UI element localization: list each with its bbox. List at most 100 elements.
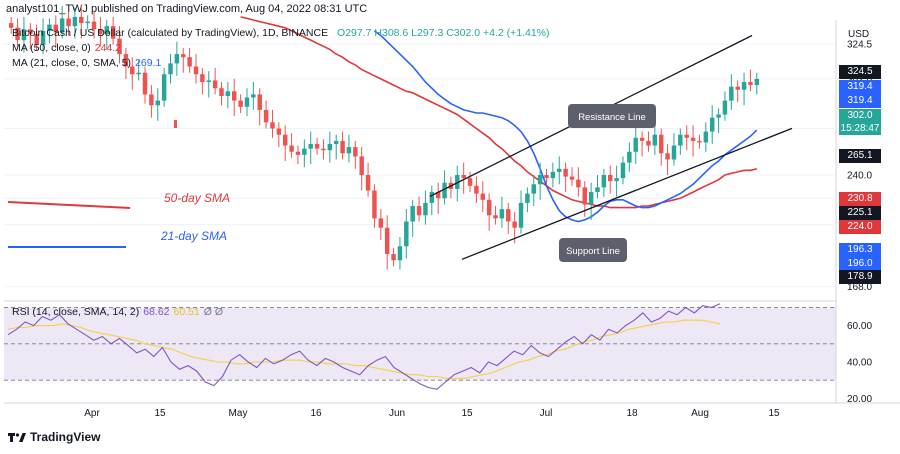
- candle-body: [270, 122, 275, 129]
- candle-body: [410, 206, 415, 222]
- ma21-line: [373, 30, 758, 223]
- candle-body: [697, 140, 702, 143]
- candle-body: [238, 100, 243, 107]
- ma50-line: [240, 16, 757, 209]
- candle-body: [608, 175, 613, 182]
- candle-body: [544, 175, 549, 179]
- candle-body: [467, 178, 473, 186]
- candle-body: [652, 134, 658, 146]
- candle-body: [98, 29, 103, 34]
- candle-body: [327, 144, 333, 151]
- stray-marker: [174, 120, 177, 128]
- candle-body: [416, 206, 422, 216]
- candle-body: [614, 178, 619, 182]
- candle-body: [219, 88, 224, 96]
- price-tag: 319.4: [839, 94, 881, 108]
- tradingview-brand: TradingView: [30, 430, 101, 444]
- candle-body: [359, 156, 364, 175]
- candle-body: [735, 86, 740, 90]
- candle-body: [123, 54, 129, 67]
- price-tag: 225.1: [839, 206, 881, 220]
- price-tag: 265.1: [839, 149, 881, 163]
- time-axis-tick: 15: [768, 408, 780, 419]
- candle-body: [28, 29, 33, 34]
- rsi-sma-line: [7, 319, 721, 379]
- price-tag: 319.4: [839, 80, 881, 94]
- candle-body: [690, 137, 696, 141]
- candle-body: [741, 82, 747, 90]
- candle-body: [506, 209, 511, 222]
- publisher-header: analyst101_TWJ published on TradingView.…: [6, 3, 368, 15]
- candle-body: [200, 74, 205, 82]
- resistance-label: Resistance Line: [578, 112, 646, 123]
- candle-body: [161, 74, 167, 101]
- candle-body: [531, 184, 536, 194]
- candle-body: [59, 18, 65, 33]
- tradingview-footer[interactable]: TradingView: [8, 430, 100, 444]
- candle-body: [333, 140, 339, 144]
- candle-body: [588, 192, 594, 205]
- candle-body: [79, 16, 84, 24]
- time-axis-tick: Jun: [389, 408, 405, 419]
- candle-body: [251, 94, 256, 98]
- candle-body: [601, 175, 607, 188]
- symbol-legend: Bitcoin Cash / US Dollar (calculated by …: [12, 27, 550, 39]
- rsi-axis-tick: 60.00: [847, 321, 872, 332]
- candle-body: [232, 91, 237, 101]
- candle-body: [748, 82, 753, 86]
- candle-body: [557, 168, 562, 172]
- candle-body: [499, 209, 505, 219]
- candle-body: [703, 131, 709, 143]
- time-axis-tick: 18: [626, 408, 638, 419]
- candle-body: [384, 227, 390, 255]
- candle-body: [665, 153, 670, 160]
- sma50-legend-line: [7, 201, 131, 209]
- ma21-label: MA (21, close, 0, SMA, 5): [12, 57, 132, 69]
- candle-body: [729, 86, 734, 101]
- candle-body: [289, 145, 294, 152]
- tradingview-logo-icon: [8, 431, 26, 443]
- candle-body: [461, 175, 466, 179]
- candle-body: [754, 78, 760, 86]
- candle-body: [563, 168, 568, 177]
- time-axis-tick: May: [229, 408, 248, 419]
- candle-body: [257, 94, 262, 110]
- ma50-legend: MA (50, close, 0) 244.2: [12, 42, 121, 54]
- rsi-axis-tick: 20.00: [847, 394, 872, 405]
- support-line: [461, 127, 793, 260]
- price-tag-countdown: 15:28:47: [840, 123, 880, 134]
- candle-body: [391, 254, 396, 261]
- ma50-label: MA (50, close, 0): [12, 42, 91, 54]
- candle-body: [429, 192, 435, 203]
- price-tag: 224.0: [839, 220, 881, 234]
- rsi-label: RSI (14, close, SMA, 14, 2): [12, 306, 140, 318]
- price-axis-tick: 240.0: [847, 171, 872, 182]
- candle-body: [486, 199, 492, 216]
- candle-body: [372, 190, 377, 219]
- price-tag: 196.3: [839, 243, 881, 257]
- candle-body: [716, 114, 721, 118]
- candle-body: [314, 144, 320, 149]
- candle-body: [34, 33, 39, 45]
- candle-body: [321, 148, 326, 151]
- candle-body: [480, 193, 486, 200]
- time-axis-tick: 15: [154, 408, 166, 419]
- price-axis-tick: 324.5: [847, 40, 872, 51]
- candle-body: [537, 175, 543, 185]
- time-axis-tick: Apr: [84, 408, 100, 419]
- candle-body: [53, 24, 59, 33]
- candle-body: [455, 175, 460, 189]
- sma21-annotation: 21-day SMA: [160, 229, 227, 243]
- candle-body: [130, 66, 135, 75]
- candle-body: [66, 18, 71, 27]
- candle-body: [155, 100, 160, 106]
- price-tag: 178.9: [839, 270, 881, 284]
- candle-body: [91, 21, 97, 30]
- candle-body: [671, 145, 677, 160]
- candle-body: [181, 54, 186, 58]
- time-axis-tick: Jul: [540, 408, 553, 419]
- candle-body: [378, 218, 384, 228]
- price-tag: 196.0: [839, 257, 881, 271]
- candle-body: [295, 151, 301, 155]
